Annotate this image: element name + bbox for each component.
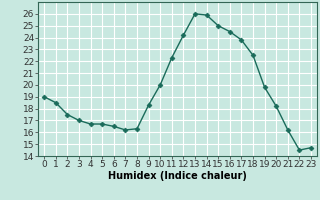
X-axis label: Humidex (Indice chaleur): Humidex (Indice chaleur): [108, 171, 247, 181]
